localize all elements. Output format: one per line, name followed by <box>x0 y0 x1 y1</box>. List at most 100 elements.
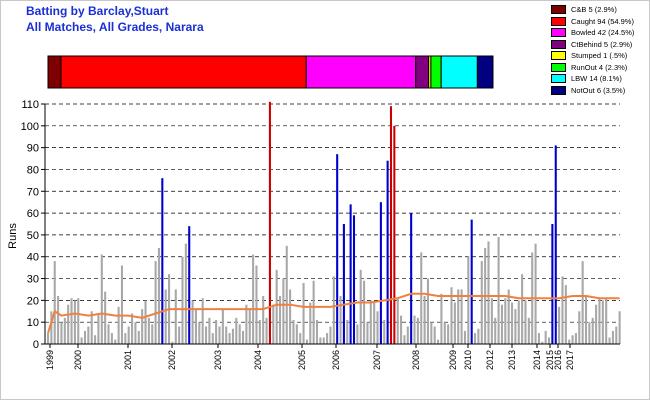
innings-bar <box>568 339 571 344</box>
innings-bar <box>299 333 302 344</box>
innings-bar <box>208 317 211 344</box>
innings-bar <box>608 337 611 344</box>
innings-bar <box>302 282 305 344</box>
chart-subtitle: All Matches, All Grades, Narara <box>26 20 204 34</box>
innings-bar <box>346 320 349 344</box>
highlight-bar <box>554 145 557 344</box>
innings-bar <box>537 333 540 344</box>
innings-bar <box>285 245 288 344</box>
innings-bar <box>255 265 258 344</box>
innings-bar <box>510 302 514 344</box>
innings-bar <box>275 269 278 344</box>
innings-bar <box>295 324 298 344</box>
innings-bar <box>547 337 551 344</box>
innings-bar <box>359 269 362 344</box>
innings-bar <box>211 333 214 344</box>
innings-bar <box>198 322 201 344</box>
innings-bar <box>497 237 500 344</box>
legend-item: C&B 5 (2.9%) <box>551 4 647 15</box>
innings-bar <box>309 302 312 344</box>
legend-item: RunOut 4 (2.3%) <box>551 62 647 73</box>
innings-bar <box>215 320 218 344</box>
innings-bar <box>356 324 359 344</box>
innings-bar <box>611 330 614 344</box>
innings-bar <box>618 311 621 344</box>
legend-label: Caught 94 (54.9%) <box>571 16 634 26</box>
innings-bar <box>440 293 443 344</box>
average-line-group <box>47 292 620 334</box>
share-segment <box>305 55 417 89</box>
axes <box>44 104 620 345</box>
innings-bar <box>383 320 386 344</box>
innings-bar <box>423 296 426 344</box>
innings-bar <box>80 337 83 344</box>
legend-swatch <box>551 51 566 60</box>
innings-bar <box>265 317 268 344</box>
innings-bar <box>53 261 56 344</box>
innings-bar <box>406 326 409 344</box>
innings-bar <box>248 309 251 344</box>
innings-bar <box>450 287 453 344</box>
legend: C&B 5 (2.9%) Caught 94 (54.9%) Bowled 42 (… <box>551 4 647 96</box>
x-tick-label: 2016 <box>553 350 563 370</box>
innings-bar <box>134 322 137 344</box>
legend-item: LBW 14 (8.1%) <box>551 73 647 84</box>
share-segment <box>476 55 494 89</box>
innings-bar <box>322 337 325 344</box>
innings-bar <box>87 326 90 344</box>
innings-bar <box>262 296 265 344</box>
legend-swatch <box>551 62 566 72</box>
highlight-bar <box>161 178 164 344</box>
innings-bar <box>500 304 503 344</box>
legend-item: Bowled 42 (24.5%) <box>551 27 647 38</box>
innings-bar <box>164 289 167 344</box>
legend-label: CtBehind 5 (2.9%) <box>571 39 633 49</box>
innings-bar <box>57 296 60 344</box>
innings-bar <box>77 298 80 344</box>
innings-bar <box>181 256 184 344</box>
innings-bar <box>420 252 423 344</box>
innings-bar <box>191 300 194 344</box>
innings-bar <box>332 276 335 344</box>
legend-swatch <box>551 85 566 95</box>
highlight-bar <box>188 226 191 344</box>
dismissal-share-bar <box>47 55 494 89</box>
innings-bar <box>527 317 530 344</box>
innings-bar <box>258 320 261 344</box>
innings-bar <box>521 274 524 344</box>
innings-bar <box>571 335 574 344</box>
innings-bar <box>60 322 63 344</box>
legend-item: NotOut 6 (3.5%) <box>551 85 647 96</box>
innings-bar <box>245 304 248 344</box>
highlight-bar <box>352 215 356 344</box>
legend-item: Stumped 1 (.5%) <box>551 50 647 61</box>
innings-bar <box>369 300 372 344</box>
y-gridlines <box>45 103 620 323</box>
innings-bar <box>564 285 567 344</box>
legend-label: LBW 14 (8.1%) <box>571 74 622 83</box>
innings-bar <box>601 300 604 344</box>
x-tick-label: 1999 <box>45 350 55 370</box>
innings-bar <box>413 315 416 344</box>
average-line <box>47 292 620 334</box>
innings-bar <box>400 315 403 344</box>
x-tick-label: 2005 <box>297 350 307 370</box>
innings-bar <box>437 339 440 344</box>
highlight-bar <box>336 154 339 344</box>
highlight-bar <box>410 213 413 344</box>
innings-bar <box>151 324 154 344</box>
innings-bar <box>574 333 577 344</box>
x-tick-label: 2003 <box>213 350 223 370</box>
y-tick-label: 0 <box>33 339 39 351</box>
innings-bar <box>131 313 134 344</box>
innings-bar <box>615 326 618 344</box>
x-tick-label: 2012 <box>485 350 495 370</box>
innings-bar <box>433 326 436 344</box>
innings-bar <box>225 326 228 344</box>
innings-bar <box>174 289 177 344</box>
x-tick-label: 2010 <box>463 350 473 370</box>
innings-bar <box>329 326 332 344</box>
innings-bar <box>94 335 97 344</box>
innings-bar <box>534 243 537 344</box>
legend-swatch <box>551 28 566 37</box>
